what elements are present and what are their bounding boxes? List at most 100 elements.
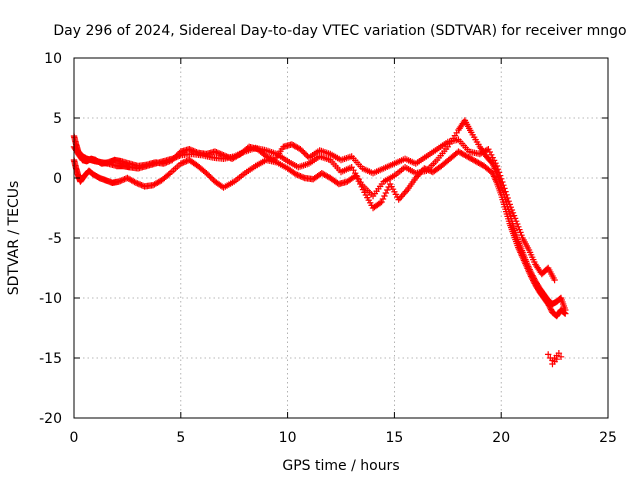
- data-point: [506, 201, 513, 208]
- chart-title: Day 296 of 2024, Sidereal Day-to-day VTE…: [53, 23, 626, 39]
- data-point: [504, 194, 511, 202]
- data-point: [174, 151, 182, 158]
- data-point: [378, 198, 385, 206]
- data-point: [358, 183, 365, 190]
- data-point: [131, 178, 138, 186]
- data-point: [203, 170, 210, 177]
- data-point: [507, 204, 515, 211]
- data-point: [500, 182, 507, 189]
- grid: [74, 58, 608, 418]
- x-axis-label: GPS time / hours: [282, 458, 399, 474]
- data-point: [508, 206, 516, 214]
- data-point: [355, 178, 362, 185]
- data-point: [496, 172, 504, 179]
- data-point: [379, 195, 387, 203]
- data-point: [300, 148, 307, 156]
- data-point: [492, 160, 499, 167]
- data-point: [515, 223, 522, 230]
- y-tick-label: 0: [53, 171, 62, 187]
- data-point: [207, 174, 214, 181]
- data-point: [170, 155, 177, 162]
- data-point: [518, 232, 525, 239]
- data-point: [530, 277, 537, 284]
- x-tick-label: 25: [599, 430, 617, 446]
- y-tick-label: 10: [44, 51, 62, 67]
- data-point: [490, 157, 498, 164]
- x-tick-label: 5: [176, 430, 185, 446]
- data-point: [297, 146, 304, 153]
- data-point: [169, 156, 176, 164]
- x-tick-label: 10: [279, 430, 297, 446]
- data-point: [544, 300, 552, 308]
- data-point: [517, 229, 524, 236]
- data-point: [505, 198, 512, 205]
- data-point: [544, 351, 552, 358]
- x-tick-label: 0: [70, 430, 79, 446]
- y-tick-label: -10: [39, 291, 62, 307]
- data-point: [528, 274, 536, 281]
- data-point: [511, 215, 519, 222]
- data-point: [502, 188, 509, 195]
- data-point: [510, 212, 518, 219]
- data-point: [384, 186, 391, 194]
- y-tick-label: 5: [53, 111, 62, 127]
- data-point: [553, 356, 560, 363]
- data-point: [516, 226, 523, 233]
- data-point: [547, 305, 554, 312]
- data-point: [529, 276, 536, 283]
- data-point: [499, 178, 506, 186]
- data-points: [70, 117, 569, 368]
- data-point: [206, 172, 213, 180]
- data-point: [545, 302, 553, 309]
- data-point: [498, 175, 505, 182]
- data-point: [512, 218, 520, 225]
- data-point: [376, 199, 384, 207]
- data-point: [301, 150, 308, 157]
- data-point: [486, 148, 494, 156]
- series-offset-cluster: [544, 350, 565, 368]
- data-point: [546, 303, 553, 310]
- data-point: [354, 175, 361, 182]
- data-point: [493, 162, 501, 170]
- data-point: [357, 180, 364, 188]
- data-point: [527, 273, 535, 280]
- y-tick-label: -20: [39, 411, 62, 427]
- data-point: [494, 166, 502, 173]
- data-point: [352, 172, 360, 179]
- data-point: [503, 191, 510, 198]
- y-axis-ticks: 10 5 0 -5 -10 -15 -20: [39, 51, 608, 427]
- data-point: [298, 147, 306, 154]
- x-tick-label: 15: [385, 430, 403, 446]
- data-point: [514, 220, 521, 228]
- data-point: [171, 154, 179, 161]
- data-point: [495, 169, 503, 176]
- x-tick-label: 20: [492, 430, 510, 446]
- y-tick-label: -5: [48, 231, 62, 247]
- data-point: [551, 276, 558, 284]
- data-point: [382, 189, 390, 197]
- data-point: [562, 310, 569, 317]
- data-point: [555, 350, 563, 357]
- data-point: [165, 171, 172, 178]
- data-point: [509, 209, 517, 216]
- data-point: [557, 353, 565, 360]
- data-point: [302, 151, 310, 158]
- data-point: [488, 151, 495, 158]
- data-point: [204, 171, 212, 178]
- y-axis-label: SDTVAR / TECUs: [6, 181, 22, 296]
- x-axis-ticks: 0 5 10 15 20 25: [70, 58, 617, 446]
- series-track-b: [70, 148, 569, 320]
- data-point: [208, 175, 216, 182]
- data-point: [381, 192, 388, 200]
- data-point: [489, 154, 496, 161]
- data-point: [530, 278, 538, 286]
- data-point: [359, 186, 367, 193]
- data-point: [485, 146, 492, 153]
- series-track-c: [70, 136, 558, 284]
- y-tick-label: -15: [39, 351, 62, 367]
- data-point: [547, 306, 555, 313]
- data-point: [501, 185, 508, 192]
- data-point: [173, 152, 180, 159]
